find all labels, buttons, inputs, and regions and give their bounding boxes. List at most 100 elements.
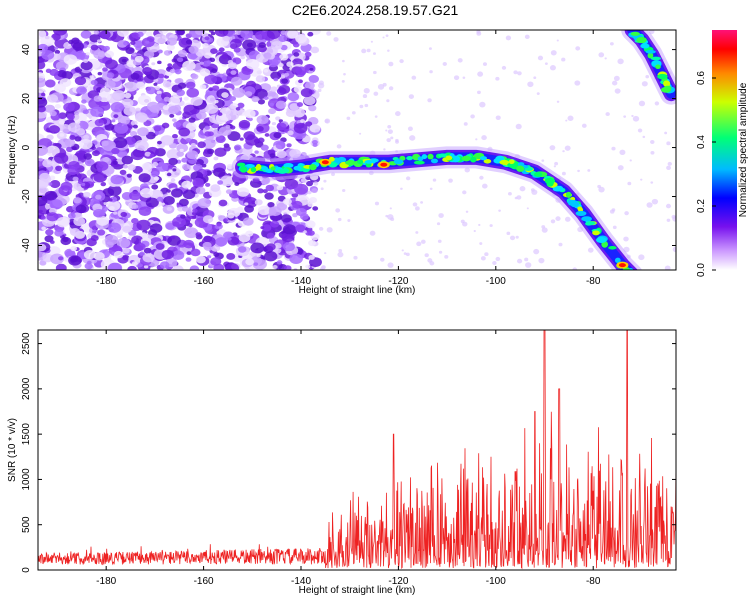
noise-blob [38, 209, 43, 213]
noise-blob [182, 189, 196, 200]
noise-blob [289, 253, 303, 265]
noise-blob [304, 51, 312, 58]
faint-speck [320, 187, 324, 191]
noise-blob [74, 76, 87, 86]
noise-blob [222, 35, 230, 42]
noise-blob [201, 164, 207, 168]
noise-blob [171, 250, 185, 260]
noise-blob [255, 30, 267, 40]
noise-blob [93, 30, 100, 35]
noise-blob [307, 31, 314, 37]
noise-blob [49, 180, 61, 189]
faint-speck [326, 31, 332, 36]
noise-blob [110, 101, 125, 113]
noise-blob [256, 126, 264, 132]
faint-speck [482, 183, 488, 189]
faint-speck [515, 123, 522, 130]
noise-blob [142, 66, 153, 75]
noise-blob [47, 182, 53, 186]
faint-speck [613, 75, 620, 81]
noise-blob [50, 253, 65, 265]
ridge-hotspot [565, 191, 572, 198]
y-tick-label: 40 [21, 44, 32, 56]
noise-blob [204, 131, 212, 137]
noise-blob [218, 47, 225, 52]
ridge-hotspot [393, 159, 404, 165]
faint-speck [484, 252, 489, 257]
faint-speck [533, 76, 537, 80]
noise-blob [266, 243, 276, 251]
noise-blob [264, 192, 274, 200]
noise-blob [112, 90, 125, 100]
y-tick-label: -40 [21, 238, 32, 253]
noise-blob [41, 50, 55, 60]
noise-blob [192, 208, 198, 213]
noise-blob [49, 199, 63, 210]
ridge-hotspot [570, 200, 580, 208]
noise-blob [117, 30, 130, 37]
noise-blob [251, 96, 260, 103]
noise-blob [308, 254, 315, 260]
faint-speck [651, 198, 659, 205]
noise-blob [73, 216, 86, 227]
ridge-hotspot [236, 162, 246, 167]
noise-blob [93, 49, 106, 60]
faint-speck [478, 223, 481, 227]
noise-blob [110, 174, 124, 185]
faint-speck [492, 261, 497, 266]
noise-blob [151, 62, 156, 66]
faint-speck [462, 221, 468, 227]
faint-speck [609, 42, 614, 46]
noise-blob [58, 256, 64, 261]
ridge-hotspot [647, 52, 654, 59]
y-tick-label: -20 [21, 189, 32, 204]
noise-blob [221, 92, 229, 98]
noise-blob [131, 52, 137, 57]
noise-blob [140, 188, 154, 198]
noise-blob [184, 227, 199, 239]
noise-blob [310, 46, 320, 54]
noise-blob [308, 104, 317, 112]
noise-blob [260, 144, 269, 151]
noise-blob [232, 87, 246, 98]
noise-blob [199, 84, 207, 90]
noise-blob [172, 133, 178, 139]
colorbar-ticks: 0.0 0.2 0.4 0.6 [696, 71, 716, 277]
faint-speck [323, 179, 327, 183]
faint-speck [555, 216, 561, 221]
noise-blob [312, 206, 319, 211]
faint-speck [395, 111, 401, 117]
noise-blob [245, 230, 254, 237]
faint-speck [561, 57, 566, 62]
faint-speck [411, 75, 417, 80]
noise-blob [134, 139, 149, 151]
noise-blob [205, 103, 219, 114]
noise-blob [135, 81, 146, 89]
faint-speck [556, 39, 559, 42]
noise-blob [304, 81, 315, 90]
noise-blob [308, 74, 320, 83]
noise-blob [225, 110, 240, 121]
noise-blob [41, 92, 46, 97]
noise-blob [220, 175, 235, 187]
noise-blob [96, 216, 110, 226]
snr-series-line [38, 330, 676, 570]
noise-blob [204, 125, 211, 130]
noise-blob [168, 169, 173, 173]
noise-blob [300, 119, 306, 123]
noise-blob [123, 40, 130, 46]
faint-speck [353, 255, 358, 260]
x-tick-label: -100 [486, 576, 506, 587]
noise-blob [76, 86, 87, 95]
noise-blob [83, 153, 92, 160]
noise-blob [268, 108, 276, 115]
noise-blob [275, 141, 286, 150]
x-tick-label: -80 [586, 576, 601, 587]
faint-speck [385, 34, 389, 37]
noise-blob [181, 163, 191, 171]
noise-blob [101, 140, 116, 151]
noise-blob [80, 60, 93, 71]
faint-speck [640, 178, 643, 181]
noise-blob [237, 102, 245, 109]
faint-speck [667, 161, 672, 166]
